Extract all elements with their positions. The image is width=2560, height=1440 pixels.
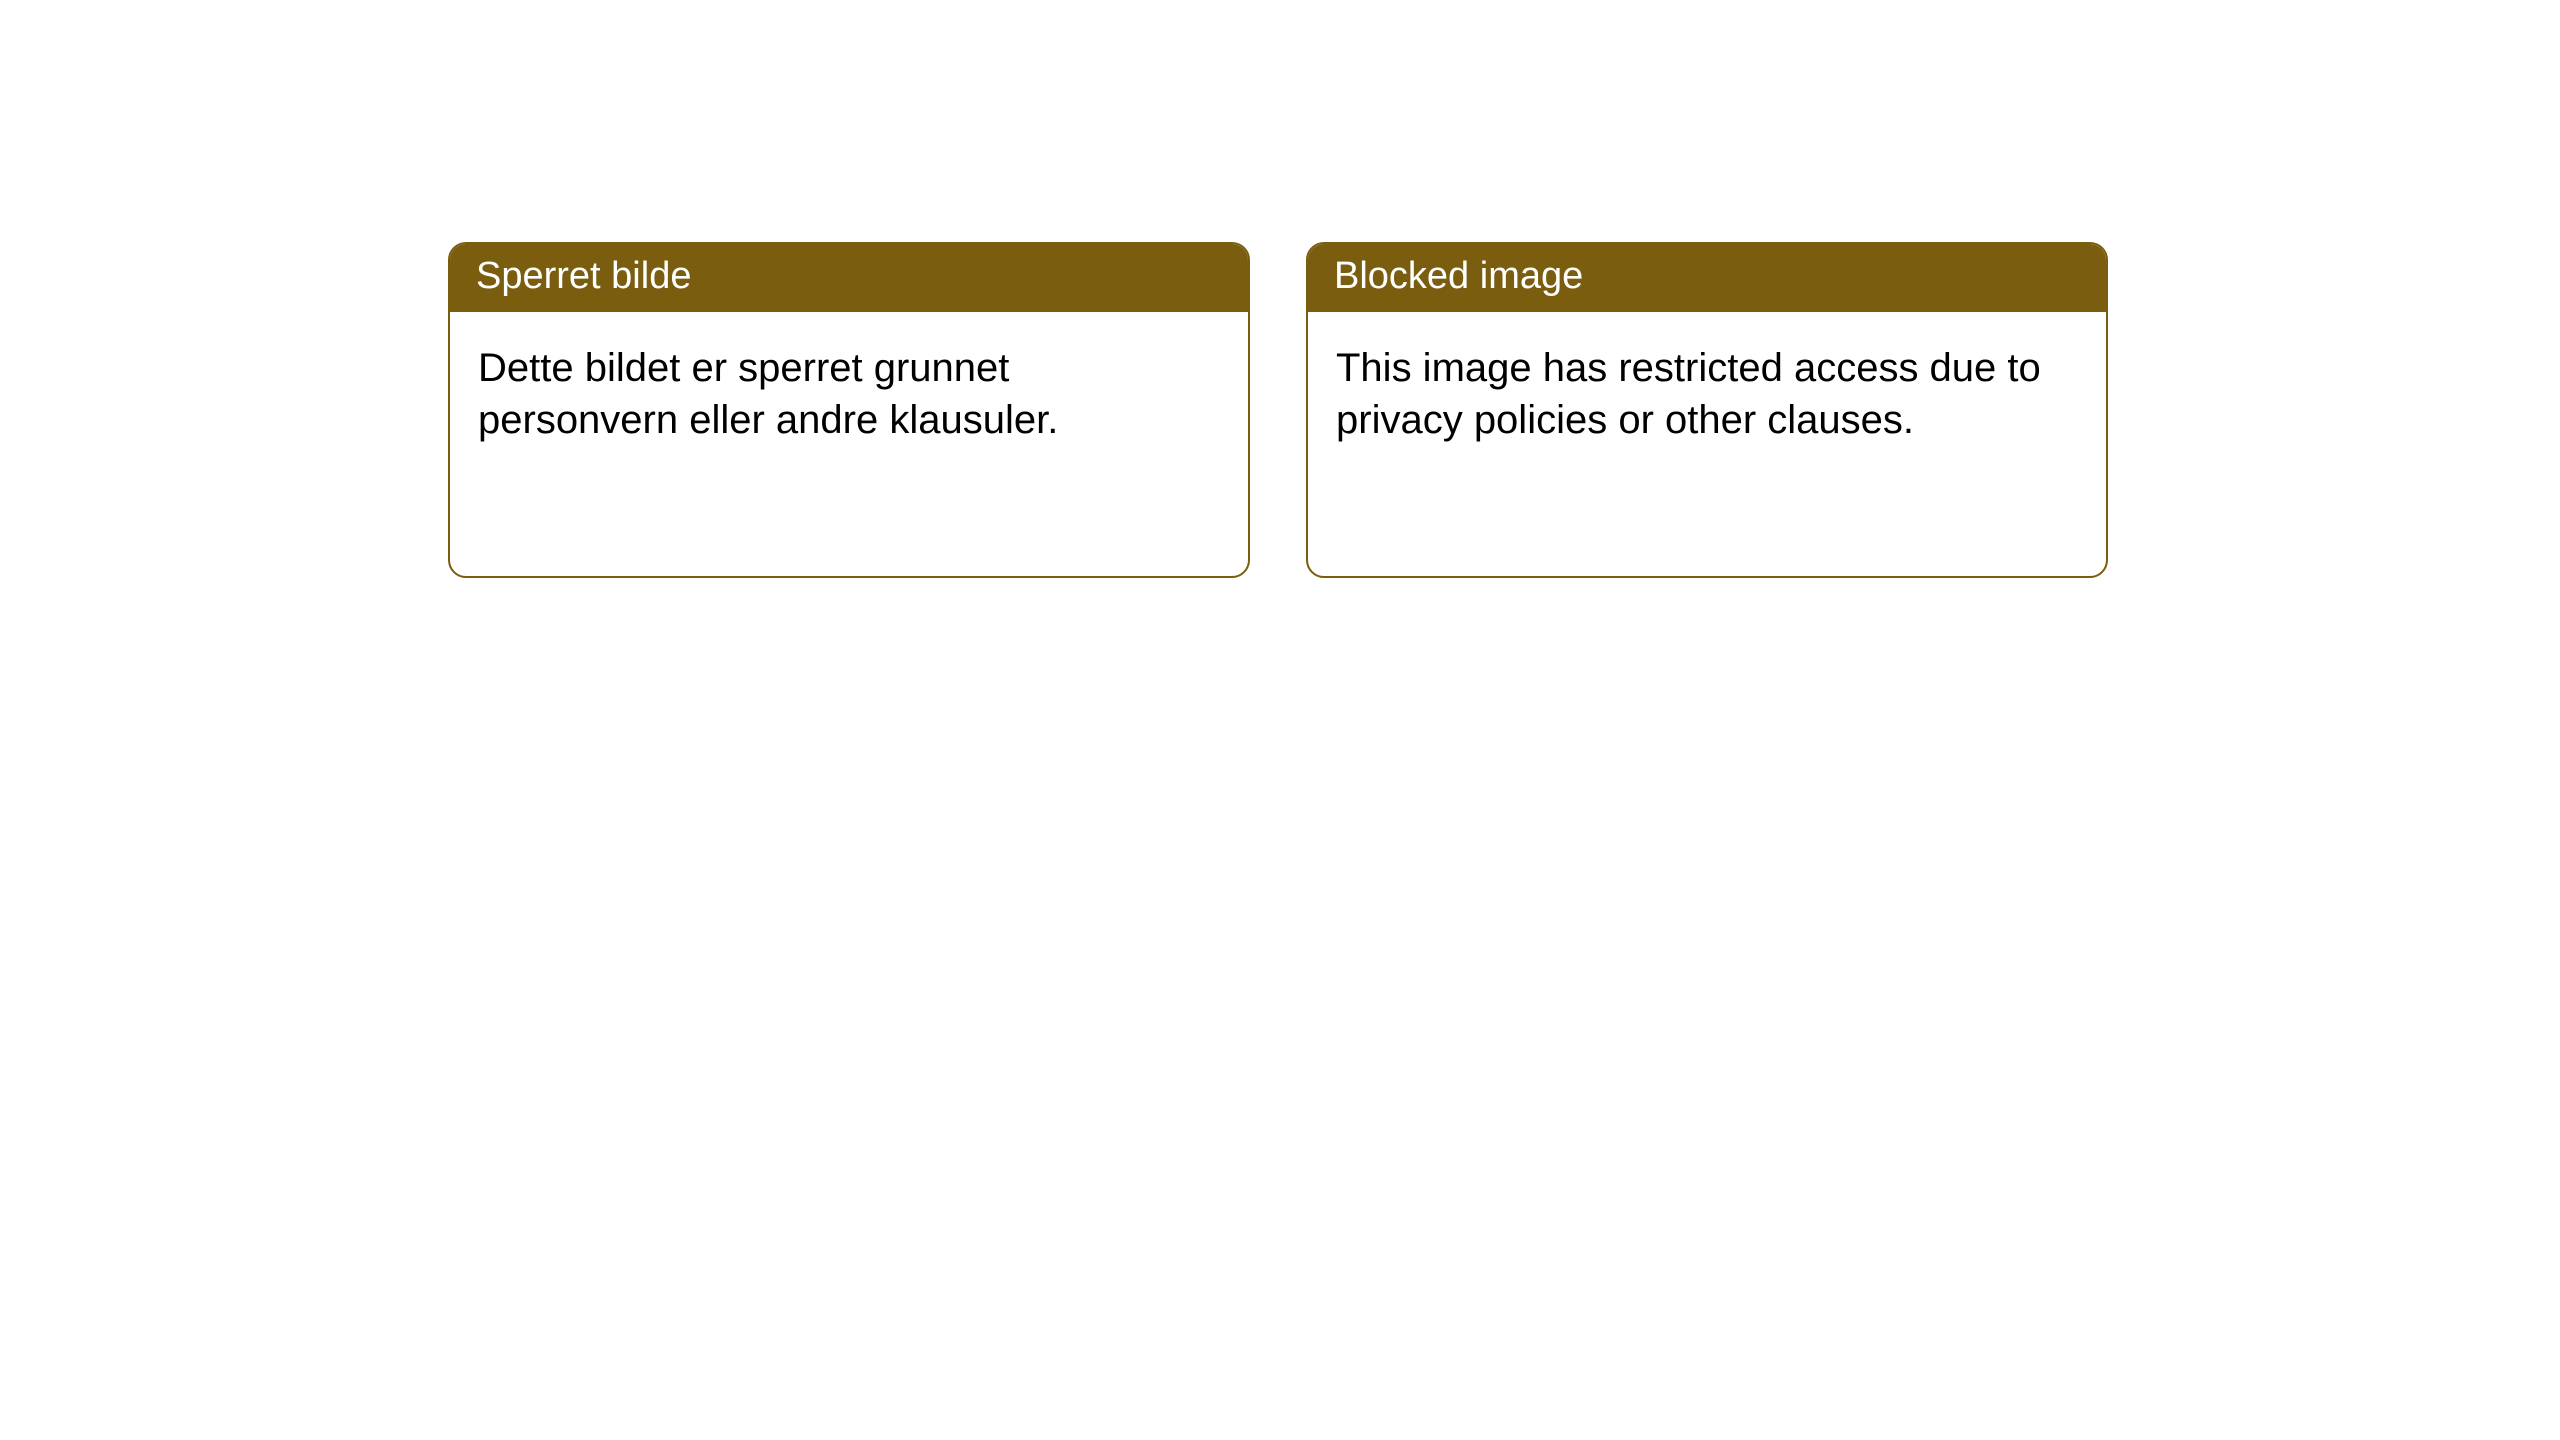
card-header: Blocked image	[1308, 244, 2106, 312]
notice-card-english: Blocked image This image has restricted …	[1306, 242, 2108, 578]
notice-card-norwegian: Sperret bilde Dette bildet er sperret gr…	[448, 242, 1250, 578]
card-body: Dette bildet er sperret grunnet personve…	[450, 312, 1248, 476]
card-body: This image has restricted access due to …	[1308, 312, 2106, 476]
notice-cards-container: Sperret bilde Dette bildet er sperret gr…	[448, 242, 2108, 578]
card-header: Sperret bilde	[450, 244, 1248, 312]
